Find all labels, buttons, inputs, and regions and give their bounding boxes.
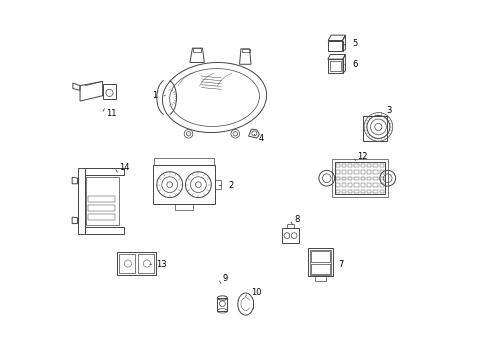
- Text: 3: 3: [387, 105, 392, 114]
- Text: 7: 7: [338, 260, 343, 269]
- Text: 10: 10: [251, 288, 262, 297]
- Text: 6: 6: [353, 60, 358, 69]
- Text: 12: 12: [357, 152, 368, 161]
- Text: 13: 13: [156, 260, 167, 269]
- Text: 9: 9: [222, 274, 228, 283]
- Text: 11: 11: [106, 109, 116, 118]
- Text: 2: 2: [229, 181, 234, 190]
- Text: 8: 8: [294, 215, 300, 224]
- Text: 1: 1: [152, 91, 157, 100]
- Text: 14: 14: [119, 163, 129, 172]
- Text: 5: 5: [353, 39, 358, 48]
- Text: 4: 4: [259, 134, 264, 143]
